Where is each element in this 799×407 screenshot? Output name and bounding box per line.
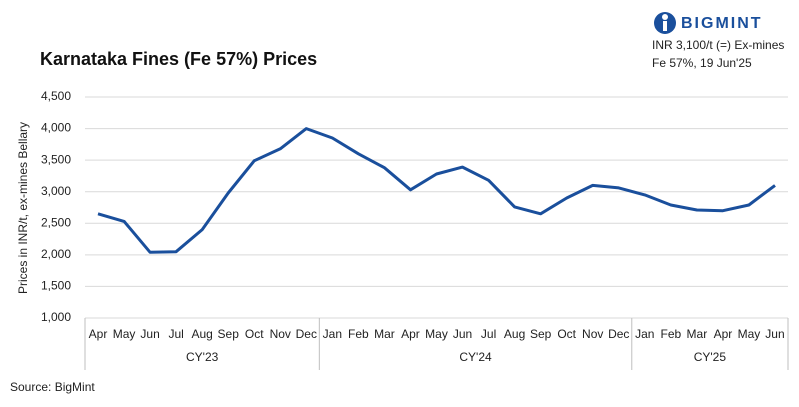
x-tick-label: Aug <box>504 327 525 341</box>
group-label: CY'23 <box>186 350 219 364</box>
x-tick-label: May <box>738 327 761 341</box>
x-tick-label: Dec <box>608 327 629 341</box>
x-tick-label: Nov <box>582 327 603 341</box>
y-tick-label: 2,500 <box>41 215 71 229</box>
annotation: INR 3,100/t (=) Ex-mines <box>652 38 784 52</box>
x-tick-label: Apr <box>714 327 733 341</box>
x-tick-label: Sep <box>218 327 240 341</box>
annotation: Fe 57%, 19 Jun'25 <box>652 56 752 70</box>
x-tick-label: Nov <box>270 327 291 341</box>
logo-icon <box>654 12 676 34</box>
x-tick-label: Mar <box>374 327 395 341</box>
x-tick-label: Mar <box>687 327 708 341</box>
x-tick-label: Aug <box>191 327 212 341</box>
x-tick-label: May <box>113 327 136 341</box>
x-tick-label: Feb <box>348 327 369 341</box>
x-tick-label: Jun <box>453 327 472 341</box>
y-tick-label: 4,000 <box>41 121 71 135</box>
x-tick-label: Jun <box>765 327 784 341</box>
x-tick-label: Oct <box>557 327 576 341</box>
x-tick-label: Jan <box>323 327 342 341</box>
x-tick-label: Jul <box>168 327 183 341</box>
x-tick-label: Dec <box>296 327 317 341</box>
x-tick-label: Jul <box>481 327 496 341</box>
y-tick-label: 3,000 <box>41 184 71 198</box>
group-label: CY'25 <box>694 350 727 364</box>
x-tick-label: Oct <box>245 327 264 341</box>
source: Source: BigMint <box>10 380 95 394</box>
x-tick-label: Jun <box>140 327 159 341</box>
x-tick-label: Sep <box>530 327 552 341</box>
x-tick-label: Apr <box>89 327 108 341</box>
y-tick-label: 1,000 <box>41 310 71 324</box>
group-label: CY'24 <box>459 350 492 364</box>
y-tick-label: 4,500 <box>41 89 71 103</box>
x-tick-label: Feb <box>660 327 681 341</box>
y-tick-label: 2,000 <box>41 247 71 261</box>
chart-title: Karnataka Fines (Fe 57%) Prices <box>40 49 317 69</box>
y-axis-label: Prices in INR/t, ex-mines Bellary <box>16 122 30 294</box>
y-tick-label: 1,500 <box>41 279 71 293</box>
x-tick-label: May <box>425 327 448 341</box>
x-tick-label: Jan <box>635 327 654 341</box>
x-tick-label: Apr <box>401 327 420 341</box>
y-tick-label: 3,500 <box>41 152 71 166</box>
brand: BIGMINT <box>681 15 763 32</box>
data-line <box>97 127 776 254</box>
